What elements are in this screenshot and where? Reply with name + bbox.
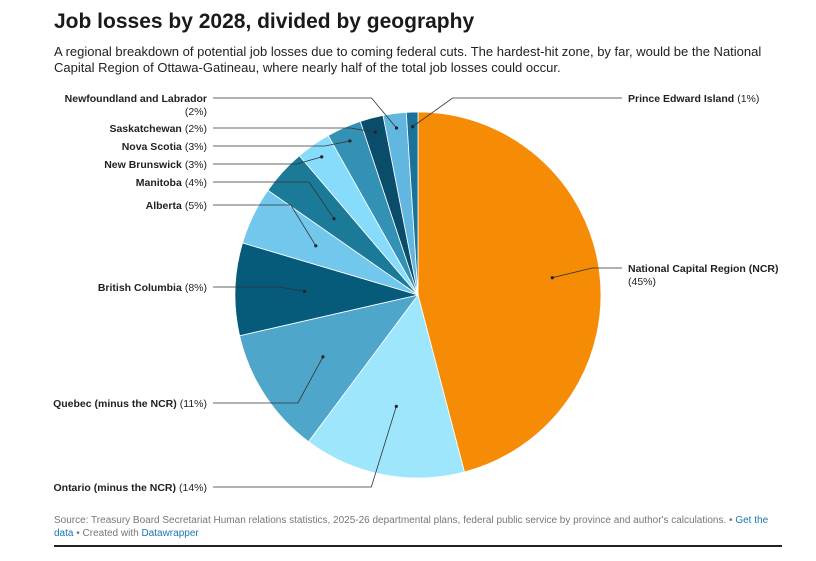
pie-slice-national-capital-region-ncr (417, 111, 602, 473)
leader-lines (213, 97, 622, 488)
slice-label-pct: (2%) (185, 123, 207, 135)
slice-label-pct: (4%) (185, 177, 207, 189)
leader-dot-new-brunswick (320, 155, 324, 159)
slice-label-british-columbia: British Columbia (8%) (98, 282, 207, 294)
leader-dot-manitoba (332, 217, 336, 221)
leader-line-prince-edward-island (412, 97, 622, 128)
slice-label-name: Saskatchewan (109, 123, 181, 135)
chart-subtitle: A regional breakdown of potential job lo… (54, 44, 762, 75)
pie-slice-ontario-minus-the-ncr (307, 294, 465, 479)
leader-dot-alberta (314, 244, 318, 248)
leader-dot-prince-edward-island (411, 125, 415, 129)
slice-label-pct: (14%) (179, 482, 207, 494)
footer: Source: Treasury Board Secretariat Human… (54, 514, 779, 540)
slice-labels: National Capital Region (NCR) (45%) Ontari… (53, 93, 778, 494)
leader-line-quebec-minus-the-ncr (213, 356, 324, 404)
leader-dot-nova-scotia (348, 139, 352, 143)
slice-label-pct: (3%) (185, 141, 207, 153)
slice-label-name: Prince Edward Island (628, 93, 734, 105)
get-data-link[interactable]: Get the data (54, 515, 769, 539)
slice-label-national-capital-region-ncr: National Capital Region (NCR) (45%) (628, 263, 779, 288)
slice-label-pct: (3%) (185, 159, 207, 171)
slice-label-nova-scotia: Nova Scotia (3%) (122, 141, 207, 153)
footer-separator: • (729, 515, 733, 526)
leader-line-new-brunswick (213, 156, 322, 165)
slice-label-saskatchewan: Saskatchewan (2%) (109, 123, 207, 135)
slice-label-pct: (2%) (185, 106, 207, 118)
leader-dot-national-capital-region-ncr (550, 276, 554, 280)
leader-line-ontario-minus-the-ncr (213, 406, 397, 488)
datawrapper-link[interactable]: Datawrapper (141, 528, 199, 539)
slice-label-name: National Capital Region (NCR) (628, 263, 779, 275)
slice-label-name: New Brunswick (104, 159, 182, 171)
leader-line-alberta (213, 204, 317, 247)
slice-label-name: Alberta (146, 200, 182, 212)
leader-line-british-columbia (213, 286, 305, 292)
leader-line-manitoba (213, 181, 335, 219)
slice-label-pct: (45%) (628, 276, 656, 288)
slice-label-ontario-minus-the-ncr: Ontario (minus the NCR) (14%) (53, 482, 207, 494)
slice-label-prince-edward-island: Prince Edward Island (1%) (628, 93, 759, 105)
slice-label-new-brunswick: New Brunswick (3%) (104, 159, 207, 171)
slice-label-manitoba: Manitoba (4%) (136, 177, 207, 189)
leader-dot-saskatchewan (373, 130, 377, 134)
leader-line-newfoundland-and-labrador (213, 97, 397, 129)
slice-label-name: Nova Scotia (122, 141, 182, 153)
created-with-text: • Created with (76, 528, 139, 539)
slice-label-name: Newfoundland and Labrador (65, 93, 207, 105)
slice-label-quebec-minus-the-ncr: Quebec (minus the NCR) (11%) (53, 398, 207, 410)
leader-dot-newfoundland-and-labrador (394, 126, 399, 130)
pie-slice-quebec-minus-the-ncr (239, 294, 419, 443)
footer-rule (54, 545, 782, 547)
leader-line-saskatchewan (213, 127, 376, 133)
leader-dot-quebec-minus-the-ncr (321, 355, 325, 359)
slice-label-name: Quebec (minus the NCR) (53, 398, 177, 410)
leader-line-nova-scotia (213, 140, 350, 147)
slice-label-newfoundland-and-labrador: Newfoundland and Labrador (2%) (65, 93, 207, 118)
slice-label-name: British Columbia (98, 282, 182, 294)
slice-label-name: Ontario (minus the NCR) (53, 482, 176, 494)
pie-slice-prince-edward-island (405, 111, 419, 296)
leader-line-national-capital-region-ncr (552, 267, 622, 279)
pie-slices (234, 111, 602, 479)
slice-label-pct: (1%) (737, 93, 759, 105)
pie-slice-british-columbia (234, 242, 420, 337)
leader-dot-british-columbia (303, 289, 307, 293)
chart-title: Job losses by 2028, divided by geography (54, 10, 475, 33)
slice-label-pct: (8%) (185, 282, 207, 294)
slice-label-pct: (5%) (185, 200, 207, 212)
slice-label-pct: (11%) (180, 398, 207, 410)
slice-label-alberta: Alberta (5%) (146, 200, 207, 212)
slice-label-name: Manitoba (136, 177, 182, 189)
leader-dot-ontario-minus-the-ncr (394, 404, 398, 408)
source-text: Source: Treasury Board Secretariat Human… (54, 515, 727, 526)
